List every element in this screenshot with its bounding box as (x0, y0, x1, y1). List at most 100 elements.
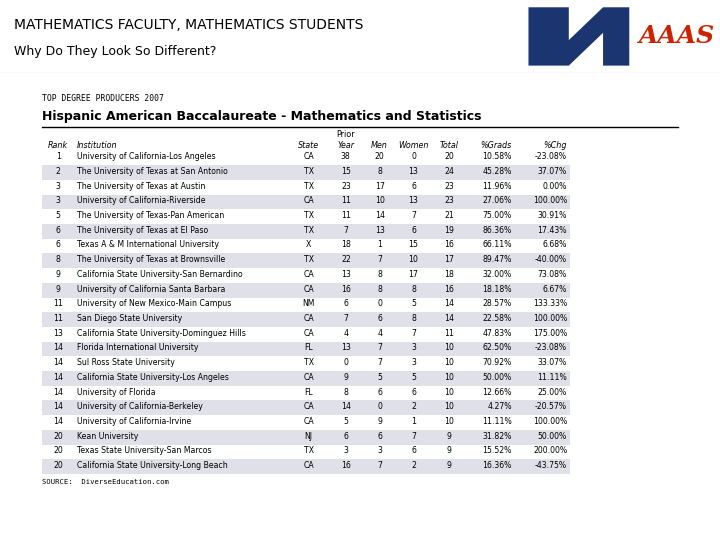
Text: California State University-Dominguez Hills: California State University-Dominguez Hi… (77, 329, 246, 338)
Text: 16: 16 (444, 285, 454, 294)
Text: 6: 6 (411, 226, 416, 235)
Text: 15: 15 (408, 240, 418, 249)
Text: SOURCE:  DiverseEducation.com: SOURCE: DiverseEducation.com (42, 480, 168, 485)
Text: 20: 20 (374, 152, 384, 161)
Text: 133.33%: 133.33% (533, 299, 567, 308)
Bar (42, 312, 570, 327)
Text: 14: 14 (53, 373, 63, 382)
Text: TX: TX (304, 226, 314, 235)
Text: 4: 4 (343, 329, 348, 338)
Text: 23: 23 (444, 181, 454, 191)
Text: 3: 3 (55, 197, 60, 205)
Polygon shape (528, 7, 629, 65)
Text: 9: 9 (343, 373, 348, 382)
Text: TX: TX (304, 446, 314, 455)
Text: TX: TX (304, 181, 314, 191)
Bar (42, 165, 570, 180)
Text: 6: 6 (411, 388, 416, 396)
Text: 10.58%: 10.58% (482, 152, 512, 161)
Text: 10: 10 (444, 343, 454, 353)
Text: 6: 6 (55, 226, 60, 235)
Text: TX: TX (304, 358, 314, 367)
Text: X: X (306, 240, 311, 249)
Text: 11: 11 (341, 211, 351, 220)
Text: Why Do They Look So Different?: Why Do They Look So Different? (14, 45, 217, 58)
Text: 0.00%: 0.00% (543, 181, 567, 191)
Text: 17: 17 (408, 270, 418, 279)
Bar (42, 342, 570, 356)
Text: 38: 38 (341, 152, 351, 161)
Text: 7: 7 (377, 343, 382, 353)
Text: 6: 6 (411, 446, 416, 455)
Text: 9: 9 (377, 417, 382, 426)
Text: 3: 3 (343, 446, 348, 455)
Text: 5: 5 (343, 417, 348, 426)
Text: 10: 10 (444, 373, 454, 382)
Text: 37.07%: 37.07% (538, 167, 567, 176)
Text: 17: 17 (444, 255, 454, 264)
Text: 7: 7 (411, 431, 416, 441)
Text: 14: 14 (374, 211, 384, 220)
Text: 31.82%: 31.82% (482, 431, 512, 441)
Text: 14: 14 (341, 402, 351, 411)
Text: 62.50%: 62.50% (482, 343, 512, 353)
Text: 75.00%: 75.00% (482, 211, 512, 220)
Text: Rank: Rank (48, 141, 68, 150)
Text: 11: 11 (53, 314, 63, 323)
Text: 0: 0 (377, 402, 382, 411)
Text: 25.00%: 25.00% (538, 388, 567, 396)
Text: 16.36%: 16.36% (482, 461, 512, 470)
Text: 7: 7 (411, 211, 416, 220)
Text: University of California-Irvine: University of California-Irvine (77, 417, 192, 426)
Text: 20: 20 (444, 152, 454, 161)
Text: FL: FL (305, 343, 313, 353)
Text: 4.27%: 4.27% (487, 402, 512, 411)
Text: %Chg: %Chg (544, 141, 567, 150)
Text: 2: 2 (55, 167, 60, 176)
Text: 70.92%: 70.92% (482, 358, 512, 367)
Text: 27.06%: 27.06% (482, 197, 512, 205)
Text: 16: 16 (444, 240, 454, 249)
Text: CA: CA (303, 373, 314, 382)
Text: 10: 10 (374, 197, 384, 205)
Text: Sul Ross State University: Sul Ross State University (77, 358, 175, 367)
Text: 20: 20 (53, 461, 63, 470)
Text: 13: 13 (408, 197, 418, 205)
Bar (42, 194, 570, 210)
Text: University of California Santa Barbara: University of California Santa Barbara (77, 285, 225, 294)
Text: 6: 6 (343, 431, 348, 441)
Text: 6: 6 (377, 314, 382, 323)
Text: 10: 10 (444, 417, 454, 426)
Text: 7: 7 (377, 461, 382, 470)
Text: 50.00%: 50.00% (538, 431, 567, 441)
Text: 11.11%: 11.11% (482, 417, 512, 426)
Text: 14: 14 (444, 314, 454, 323)
Text: 16: 16 (341, 285, 351, 294)
Text: 23: 23 (444, 197, 454, 205)
Text: AAAS: AAAS (639, 24, 716, 49)
Text: Kean University: Kean University (77, 431, 138, 441)
Text: 5: 5 (55, 211, 60, 220)
Text: 22.58%: 22.58% (482, 314, 512, 323)
Text: San Diego State University: San Diego State University (77, 314, 182, 323)
Text: 3: 3 (55, 181, 60, 191)
Text: FL: FL (305, 388, 313, 396)
Text: 10: 10 (408, 255, 418, 264)
Text: CA: CA (303, 285, 314, 294)
Text: 5: 5 (377, 373, 382, 382)
Text: 19: 19 (444, 226, 454, 235)
Bar (42, 283, 570, 298)
Text: 13: 13 (341, 343, 351, 353)
Text: 12.66%: 12.66% (482, 388, 512, 396)
Bar (42, 224, 570, 239)
Text: 8: 8 (377, 167, 382, 176)
Text: 1: 1 (411, 417, 416, 426)
Text: -43.75%: -43.75% (535, 461, 567, 470)
Text: 10: 10 (444, 358, 454, 367)
Text: 6: 6 (343, 299, 348, 308)
Text: CA: CA (303, 402, 314, 411)
Text: 11: 11 (53, 299, 63, 308)
Text: CA: CA (303, 329, 314, 338)
Text: 3: 3 (411, 358, 416, 367)
Text: 6: 6 (411, 181, 416, 191)
